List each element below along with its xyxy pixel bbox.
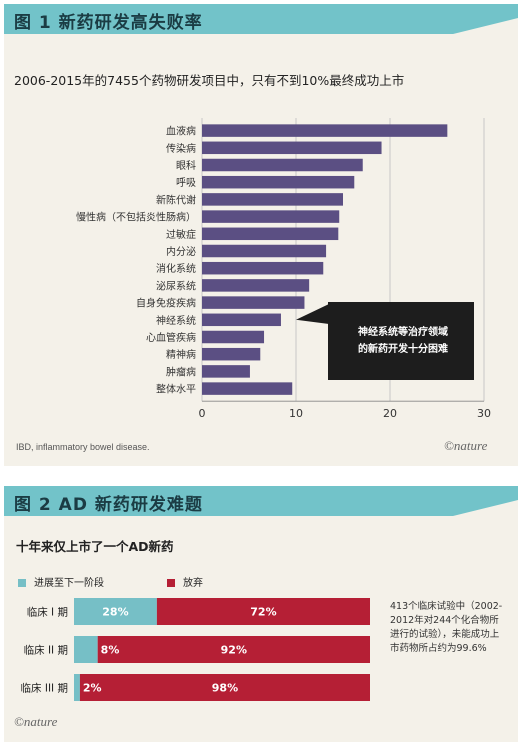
x-tick-label: 20	[383, 407, 397, 420]
category-label: 传染病	[166, 142, 196, 155]
category-label: 眼科	[176, 159, 196, 172]
category-label: 自身免疫疾病	[136, 297, 196, 310]
category-label: 过敏症	[166, 228, 196, 241]
category-label: 泌尿系统	[156, 279, 196, 292]
category-label: 整体水平	[156, 383, 196, 396]
figure2-brand-logo: ©nature	[14, 714, 58, 729]
bar	[202, 347, 261, 361]
bar	[202, 296, 305, 309]
abandon-bar-segment	[79, 674, 371, 701]
abandon-value-label: 98%	[212, 682, 238, 695]
abandon-value-label: 92%	[221, 644, 247, 657]
x-tick-label: 10	[289, 407, 303, 420]
bar	[202, 227, 339, 241]
abandon-bar-segment	[97, 636, 371, 663]
bar	[202, 365, 250, 378]
legend-abandon-label: 放弃	[183, 578, 203, 589]
figure1-footnote: IBD, inflammatory bowel disease.	[16, 442, 150, 452]
bar	[202, 382, 293, 395]
legend-abandon: 放弃	[167, 574, 203, 589]
figure2-subtitle: 十年来仅上市了一个AD新药	[16, 539, 174, 554]
bar	[202, 158, 363, 172]
progress-value-label: 2%	[83, 682, 102, 695]
callout-text: 神经系统等治疗领域 的新药开发十分困难	[358, 327, 448, 355]
figure1-subtitle: 2006-2015年的7455个药物研发项目中，只有不到10%最终成功上市	[14, 73, 405, 88]
figure1-header: 图 1 新药研发高失败率	[4, 4, 518, 50]
progress-bar-segment	[74, 598, 157, 625]
bar	[202, 124, 448, 137]
category-label: 肿瘤病	[166, 365, 196, 378]
category-label: 心血管疾病	[146, 331, 196, 344]
legend-progress-label: 进展至下一阶段	[34, 578, 104, 589]
category-label: 神经系统	[156, 314, 196, 327]
bar	[202, 141, 382, 155]
bar	[202, 193, 343, 206]
category-label: 精神病	[166, 348, 196, 361]
category-label: 内分泌	[166, 245, 196, 258]
x-axis-label: 从临床 I 期到获批上市的概率（%）	[264, 423, 439, 424]
legend-progress-swatch	[18, 579, 26, 587]
stage-label: 临床 III 期	[21, 682, 68, 695]
abandon-bar-segment	[156, 598, 370, 625]
figure2-header: 图 2 AD 新药研发难题	[4, 486, 518, 532]
bar	[202, 244, 327, 258]
bar	[202, 175, 355, 189]
bar	[202, 313, 281, 327]
progress-bar-segment	[74, 636, 98, 663]
category-label: 呼吸	[176, 177, 196, 189]
figure1-title: 图 1 新药研发高失败率	[14, 13, 203, 33]
header-notch	[388, 18, 518, 50]
figure2-panel: 图 2 AD 新药研发难题 十年来仅上市了一个AD新药 进展至下一阶段 放弃 临…	[4, 486, 518, 742]
bar	[202, 279, 310, 292]
header-notch	[388, 500, 518, 532]
x-tick-label: 0	[199, 407, 206, 420]
progress-value-label: 28%	[102, 606, 128, 619]
x-tick-label: 30	[477, 407, 491, 420]
progress-value-label: 8%	[101, 644, 120, 657]
figure1-panel: 图 1 新药研发高失败率 2006-2015年的7455个药物研发项目中，只有不…	[4, 4, 518, 466]
callout-pointer	[296, 304, 329, 324]
figure2-title: 图 2 AD 新药研发难题	[14, 495, 203, 515]
legend-progress: 进展至下一阶段	[18, 574, 104, 589]
category-label: 新陈代谢	[156, 193, 196, 206]
bar	[202, 210, 340, 223]
stage-label: 临床 II 期	[24, 644, 68, 657]
category-label: 消化系统	[156, 262, 196, 275]
category-label: 慢性病（不包括炎性肠病）	[76, 211, 196, 224]
figure2-note: 413个临床试验中（2002-2012年对244个化合物所进行的试验），未能成功…	[390, 601, 503, 654]
figure1-brand-logo: ©nature	[444, 438, 488, 453]
figure2-chart: 临床 I 期 28% 72% 临床 II 期 8% 92% 临床 III 期 2% 98%	[21, 598, 371, 701]
callout-box	[328, 302, 474, 380]
bar	[202, 330, 265, 344]
abandon-value-label: 72%	[250, 606, 276, 619]
stage-label: 临床 I 期	[27, 606, 68, 619]
progress-bar-segment	[74, 674, 80, 701]
legend-abandon-swatch	[167, 579, 175, 587]
category-label: 血液病	[166, 125, 196, 138]
bar	[202, 261, 324, 275]
